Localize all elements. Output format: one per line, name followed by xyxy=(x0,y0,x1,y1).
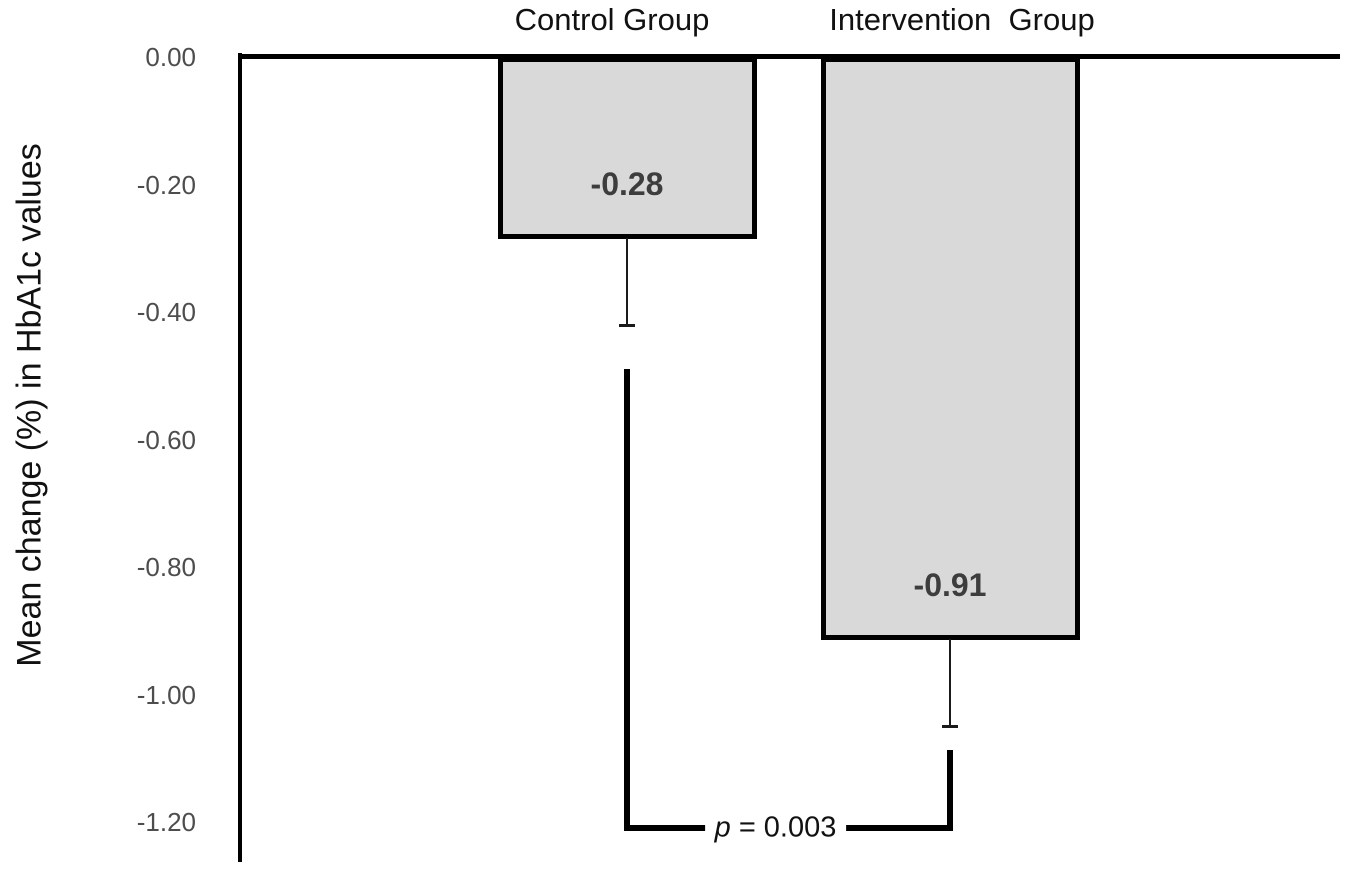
category-label: Control Group xyxy=(514,2,710,37)
bracket-left-vertical xyxy=(624,369,630,832)
bar-control xyxy=(497,57,757,239)
category-label: Intervention Group xyxy=(829,2,1095,37)
bar-value-label: -0.91 xyxy=(913,567,987,604)
y-tick-label: 0.00 xyxy=(145,42,196,72)
y-axis-title: Mean change (%) in HbA1c values xyxy=(10,143,49,667)
error-bar-line xyxy=(949,639,951,727)
p-value-italic-p: p xyxy=(714,811,731,844)
p-value-label: p = 0.003 xyxy=(704,811,847,845)
x-axis-zero-line xyxy=(240,54,1340,59)
y-tick-label: -0.20 xyxy=(136,169,196,200)
p-value-text: = 0.003 xyxy=(730,811,837,844)
bar-intervention xyxy=(820,57,1080,641)
bracket-right-vertical xyxy=(947,749,953,832)
y-tick-label: -1.20 xyxy=(136,807,196,837)
y-tick-label: -0.60 xyxy=(136,424,196,455)
y-tick-label: -0.40 xyxy=(136,297,196,327)
y-tick-label: -1.00 xyxy=(136,679,196,710)
error-bar-cap xyxy=(619,323,635,327)
y-axis-line xyxy=(238,53,242,862)
bar-value-label: -0.28 xyxy=(590,165,664,202)
error-bar-line xyxy=(626,237,628,325)
y-tick-label: -0.80 xyxy=(136,552,196,582)
error-bar-cap xyxy=(942,725,958,729)
